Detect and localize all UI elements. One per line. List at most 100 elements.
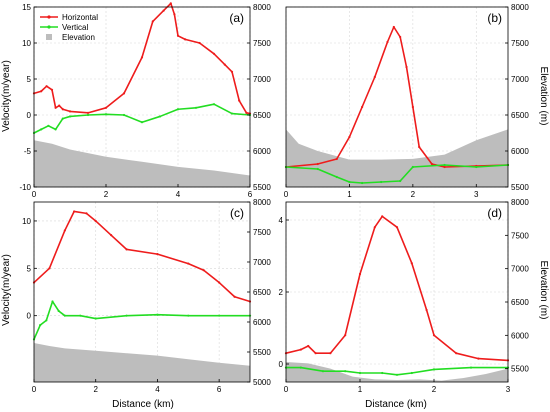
x-tick-label: 4: [176, 190, 181, 199]
y2-tick-label: 7500: [253, 228, 271, 237]
series-vertical-point: [469, 366, 473, 369]
series-horizontal-point: [386, 40, 389, 44]
legend-marker-horizontal: [47, 15, 51, 19]
series-vertical-point: [399, 179, 402, 183]
x-tick-label: 2: [411, 190, 416, 199]
series-vertical-point: [86, 113, 90, 117]
x-tick-label: 2: [93, 385, 98, 394]
plot-frame: [285, 6, 509, 188]
series-vertical-point: [344, 370, 347, 373]
series-horizontal-point: [395, 226, 399, 229]
series-vertical-point: [361, 181, 364, 185]
series-horizontal-line: [285, 215, 509, 362]
series-vertical-point: [45, 319, 48, 322]
x-label-left: Distance (km): [112, 399, 174, 410]
y2-tick-label: 5500: [511, 183, 529, 192]
y2-tick-label: 7000: [253, 258, 271, 267]
series-horizontal-point: [104, 106, 108, 109]
y2-tick-label: 6000: [253, 318, 271, 327]
x-tick-label: 3: [506, 385, 511, 394]
plot-frame: [33, 6, 251, 188]
series-vertical-point: [176, 108, 180, 111]
series-vertical-point: [51, 300, 54, 303]
series-horizontal-point: [151, 20, 154, 23]
y2-tick-label: 7500: [511, 231, 529, 240]
series-horizontal-point: [299, 348, 302, 351]
y2-tick-label: 5500: [253, 183, 271, 192]
y-tick-label: 0: [27, 312, 32, 321]
series-vertical-point: [122, 113, 126, 117]
series-vertical-point: [381, 371, 384, 375]
panel-label: (b): [487, 11, 502, 25]
series-horizontal-point: [373, 75, 376, 79]
y2-tick-label: 6500: [253, 288, 271, 297]
series-elevation-area: [34, 140, 250, 187]
y2-tick-label: 5500: [253, 348, 271, 357]
series-horizontal-point: [173, 13, 176, 16]
series-vertical-point: [212, 103, 216, 106]
series-horizontal-point: [410, 262, 413, 265]
panel-b: 0 1 2 3 5500 6000 6500 7000 7500 8000 (b): [284, 3, 530, 199]
x-tick-label: 3: [474, 190, 479, 199]
series-vertical-point: [443, 163, 446, 167]
series-horizontal-point: [373, 226, 376, 229]
x-tick-label: 6: [248, 190, 253, 199]
series-vertical-point: [140, 121, 144, 124]
y2-tick-label: 7500: [511, 39, 529, 48]
series-vertical-point: [54, 128, 57, 131]
y-tick-label: 15: [22, 3, 31, 12]
series-vertical-point: [316, 167, 319, 171]
series-horizontal-point: [86, 111, 90, 114]
series-vertical-point: [104, 113, 108, 116]
series-horizontal-point: [314, 352, 317, 355]
series-vertical-point: [158, 115, 162, 118]
series-horizontal-point: [198, 41, 201, 45]
series-vertical-point: [39, 324, 42, 327]
series-horizontal-point: [358, 272, 362, 276]
series-horizontal-point: [48, 267, 51, 270]
x-tick-label: 1: [358, 385, 363, 394]
panel-c: 0 2 4 6 0 5 10 5000 5500 6000 6500 7000 7500 8000 (c): [22, 198, 271, 394]
series-horizontal-point: [455, 352, 458, 355]
series-horizontal-point: [63, 229, 66, 232]
series-horizontal-point: [425, 308, 428, 312]
series-vertical-point: [230, 112, 234, 115]
series-horizontal-point: [140, 56, 144, 59]
series-horizontal-point: [169, 2, 172, 5]
series-horizontal-point: [162, 9, 165, 12]
y2-tick-label: 7000: [253, 75, 271, 84]
series-horizontal-point: [202, 269, 205, 272]
y-tick-label: -5: [24, 147, 32, 156]
series-vertical-point: [63, 314, 66, 317]
y2-tick-label: 6500: [511, 298, 529, 307]
series-horizontal-point: [307, 344, 310, 348]
series-horizontal-point: [245, 111, 248, 114]
series-horizontal-point: [212, 52, 216, 55]
y-tick-label: 4: [279, 216, 284, 225]
series-vertical-point: [156, 313, 159, 316]
series-horizontal-point: [85, 212, 88, 215]
series-horizontal-point: [361, 105, 364, 109]
series-vertical-point: [348, 180, 351, 184]
y2-tick-label: 8000: [511, 198, 529, 207]
y-tick-label: 10: [22, 39, 31, 48]
panel-d: 0 1 2 3 0 2 4 5500 6000 6500 7000 7500 8000 (d): [279, 198, 530, 394]
series-vertical-point: [79, 314, 82, 317]
series-horizontal-point: [187, 262, 190, 265]
series-vertical-point: [335, 175, 338, 179]
series-vertical-point: [61, 117, 64, 120]
series-vertical-point: [411, 165, 414, 169]
series-horizontal-point: [411, 105, 414, 109]
series-horizontal-point: [230, 70, 234, 73]
series-horizontal-point: [176, 34, 180, 37]
y2-tick-label: 7500: [253, 39, 271, 48]
series-horizontal-point: [233, 295, 236, 298]
series-horizontal-point: [45, 85, 48, 88]
x-tick-label: 0: [32, 385, 37, 394]
y2-tick-label: 7000: [511, 75, 529, 84]
series-horizontal-point: [73, 210, 76, 213]
series-horizontal-point: [40, 90, 43, 93]
series-horizontal-point: [125, 248, 128, 251]
series-horizontal-point: [432, 334, 436, 337]
